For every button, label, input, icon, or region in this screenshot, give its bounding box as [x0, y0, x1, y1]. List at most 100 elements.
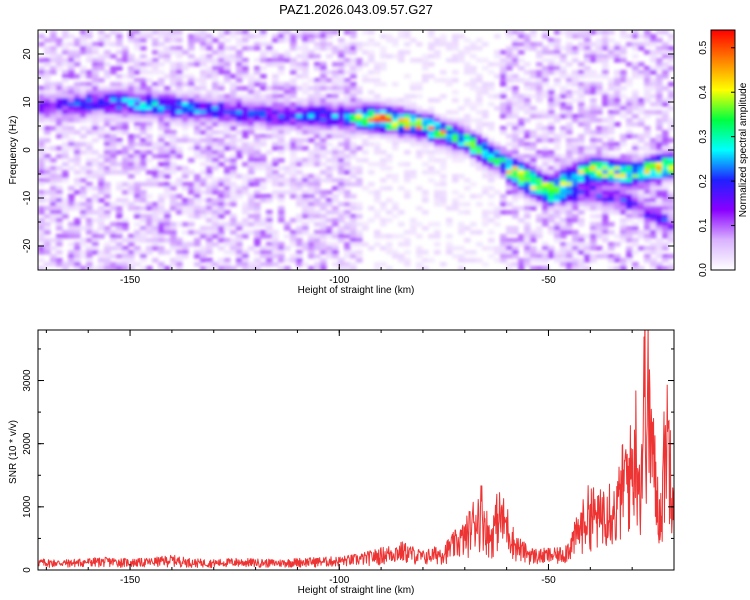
spectrogram-cell [320, 106, 327, 111]
spectrogram-cell [338, 74, 345, 79]
spectrogram-cell [194, 182, 201, 187]
spectrogram-cell [428, 106, 435, 111]
spectrogram-cell [488, 186, 495, 191]
spectrogram-cell [452, 202, 459, 207]
spectrogram-cell [398, 126, 405, 131]
spectrogram-cell [536, 50, 543, 55]
spectrogram-cell [668, 238, 674, 243]
spectrogram-cell [146, 170, 153, 175]
spectrogram-cell [602, 158, 609, 163]
spectrogram-cell [602, 230, 609, 235]
spectrogram-cell [116, 142, 123, 147]
spectrogram-cell [320, 62, 327, 67]
spectrogram-cell [644, 210, 651, 215]
spectrogram-cell [584, 114, 591, 119]
spectrogram-cell [86, 90, 93, 95]
spectrogram-cell [248, 162, 255, 167]
spectrogram-cell [524, 86, 531, 91]
spectrogram-cell [446, 154, 453, 159]
spectrogram-cell [140, 138, 147, 143]
spectrogram-cell [176, 94, 183, 99]
spectrogram-cell [488, 102, 495, 107]
spectrogram-cell [74, 242, 81, 247]
spectrogram-cell [452, 254, 459, 259]
spectrogram-cell [614, 210, 621, 215]
spectrogram-cell [518, 106, 525, 111]
spectrogram-cell [182, 82, 189, 87]
spectrogram-cell [590, 54, 597, 59]
spectrogram-cell [152, 66, 159, 71]
spectrogram-cell [74, 82, 81, 87]
spectrogram-cell [38, 234, 45, 239]
spectrogram-cell [92, 62, 99, 67]
spectrogram-cell [638, 182, 645, 187]
spectrogram-cell [314, 94, 321, 99]
spectrogram-cell [512, 138, 519, 143]
spectrogram-cell [92, 90, 99, 95]
spectrogram-cell [260, 234, 267, 239]
spectrogram-cell [254, 258, 261, 263]
spectrogram-cell [116, 150, 123, 155]
spectrogram-cell [650, 138, 657, 143]
spectrogram-cell [500, 114, 507, 119]
spectrogram-cell [62, 62, 69, 67]
spectrogram-cell [530, 82, 537, 87]
spectrogram-cell [98, 266, 105, 270]
spectrogram-cell [554, 190, 561, 195]
spectrogram-cell [104, 114, 111, 119]
spectrogram-cell [566, 74, 573, 79]
spectrogram-cell [182, 170, 189, 175]
spectrogram-cell [386, 198, 393, 203]
spectrogram-cell [44, 250, 51, 255]
spectrogram-cell [128, 66, 135, 71]
spectrogram-cell [62, 162, 69, 167]
spectrogram-cell [434, 250, 441, 255]
spectrogram-cell [662, 150, 669, 155]
spectrogram-cell [344, 110, 351, 115]
spectrogram-cell [56, 198, 63, 203]
spectrogram-cell [206, 118, 213, 123]
spectrogram-cell [98, 258, 105, 263]
spectrogram-cell [134, 62, 141, 67]
spectrogram-cell [596, 138, 603, 143]
spectrogram-cell [62, 150, 69, 155]
spectrogram-cell [662, 246, 669, 251]
spectrogram-cell [482, 58, 489, 63]
spectrogram-cell [464, 186, 471, 191]
spectrogram-cell [230, 114, 237, 119]
spectrogram-cell [578, 42, 585, 47]
spectrogram-cell [236, 186, 243, 191]
spectrogram-cell [626, 214, 633, 219]
spectrogram-cell [92, 150, 99, 155]
spectrogram-cell [224, 126, 231, 131]
spectrogram-cell [224, 46, 231, 51]
spectrogram-cell [308, 218, 315, 223]
spectrogram-cell [554, 230, 561, 235]
spectrogram-cell [620, 162, 627, 167]
spectrogram-cell [620, 78, 627, 83]
spectrogram-cell [104, 146, 111, 151]
spectrogram-cell [260, 118, 267, 123]
spectrogram-cell [326, 42, 333, 47]
spectrogram-cell [206, 158, 213, 163]
spectrogram-cell [134, 222, 141, 227]
spectrogram-cell [380, 178, 387, 183]
spectrogram-cell [62, 42, 69, 47]
spectrogram-cell [578, 90, 585, 95]
spectrogram-cell [590, 162, 597, 167]
spectrogram-cell [230, 94, 237, 99]
spectrogram-cell [104, 62, 111, 67]
spectrogram-cell [182, 254, 189, 259]
spectrogram-cell [398, 122, 405, 127]
spectrogram-cell [98, 126, 105, 131]
spectrogram-cell [650, 82, 657, 87]
spectrogram-cell [602, 70, 609, 75]
spectrogram-cell [596, 166, 603, 171]
spectrogram-cell [140, 214, 147, 219]
spectrogram-cell [290, 94, 297, 99]
spectrogram-cell [536, 174, 543, 179]
spectrogram-cell [62, 146, 69, 151]
spectrogram-cell [344, 122, 351, 127]
spectrogram-cell [602, 222, 609, 227]
spectrogram-cell [584, 70, 591, 75]
